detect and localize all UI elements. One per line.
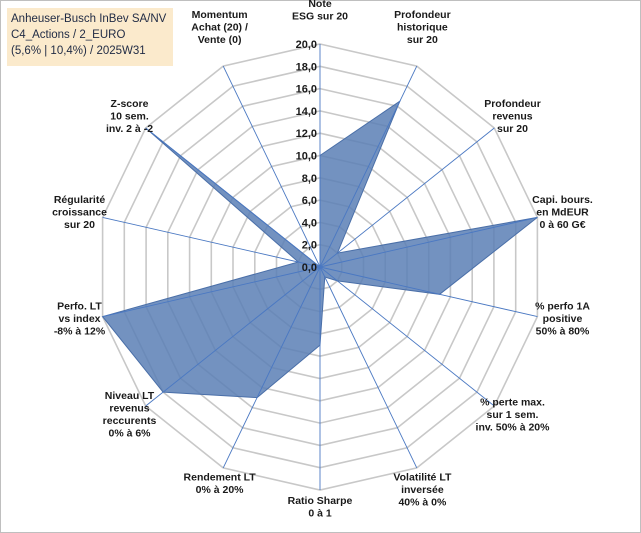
axis-label-line: revenus <box>109 403 149 415</box>
axis-spoke <box>319 216 538 268</box>
axis-label-line: 0 à 1 <box>308 508 332 520</box>
axis-spoke <box>319 266 538 318</box>
axis-label-line: Z-score <box>111 98 149 110</box>
axis-label-line: sur 1 sem. <box>487 409 539 421</box>
axis-spoke <box>222 65 321 268</box>
axis-label: Ratio Sharpe 0 à 1 <box>288 495 353 520</box>
axis-label-line: 0 à 60 G€ <box>539 219 585 231</box>
axis-label-line: historique <box>397 22 448 34</box>
axis-label-line: Achat (20) / <box>191 22 248 34</box>
tick-label: 6,0 <box>302 195 317 207</box>
axis-label: Z-score 10 sem. inv. 2 à -2 <box>106 98 153 135</box>
tick-label: 12,0 <box>296 128 317 140</box>
axis-label-line: % perte max. <box>480 396 545 408</box>
axis-label: Volatilité LT inversée 40% à 0% <box>393 471 452 508</box>
axis-label: Profondeur revenus sur 20 <box>484 98 541 135</box>
axis-label-line: sur 20 <box>64 219 95 231</box>
axis-label-line: % perfo 1A <box>535 300 590 312</box>
axis-spoke <box>145 266 321 407</box>
axis-label: Momentum Achat (20) / Vente (0) <box>191 9 248 46</box>
tick-label: 18,0 <box>296 61 317 73</box>
axis-label-line: Capi. bours. <box>532 194 593 206</box>
axis-label-line: 0% à 6% <box>108 428 151 440</box>
axis-label-line: Profondeur <box>484 98 541 110</box>
axis-label-line: 0% à 20% <box>196 484 245 496</box>
axis-spoke <box>319 127 495 268</box>
axis-label: Niveau LT revenus reccurents 0% à 6% <box>103 390 157 440</box>
chart-title-box: Anheuser-Busch InBev SA/NV C4_Actions / … <box>7 8 173 66</box>
axis-label: Perfo. LT vs index -8% à 12% <box>54 300 106 337</box>
axis-label-line: inv. 50% à 20% <box>476 421 551 433</box>
axis-label-line: Vente (0) <box>198 34 242 46</box>
axis-label-line: Niveau LT <box>105 390 155 402</box>
axis-label-line: croissance <box>52 207 107 219</box>
axis-label: Profondeur historique sur 20 <box>394 9 451 46</box>
axis-spoke <box>102 216 321 268</box>
axis-spoke <box>145 127 321 268</box>
axis-label-line: reccurents <box>103 415 157 427</box>
axis-label-line: sur 20 <box>497 123 528 135</box>
axis-label-line: Rendement LT <box>184 471 257 483</box>
axis-spoke <box>319 266 495 407</box>
axis-label: % perte max. sur 1 sem. inv. 50% à 20% <box>476 396 551 433</box>
axis-label-line: en MdEUR <box>536 207 589 219</box>
tick-label: 0,0 <box>302 262 317 274</box>
axis-label-line: Perfo. LT <box>57 300 102 312</box>
axis-label: Rendement LT 0% à 20% <box>184 471 257 496</box>
axis-spoke <box>319 65 418 268</box>
axis-spoke <box>102 266 321 318</box>
axis-label-line: inv. 2 à -2 <box>106 123 153 135</box>
axis-label-line: 50% à 80% <box>536 325 590 337</box>
axis-label-line: Régularité <box>54 194 106 206</box>
title-line-2: C4_Actions / 2_EURO <box>11 29 126 41</box>
axis-label-line: Momentum <box>192 9 248 21</box>
tick-label: 16,0 <box>296 84 317 96</box>
axis-label-line: 10 sem. <box>110 111 149 123</box>
axis-label-line: inversée <box>401 484 444 496</box>
axis-label-line: sur 20 <box>407 34 438 46</box>
tick-label: 2,0 <box>302 240 317 252</box>
tick-label: 4,0 <box>302 217 317 229</box>
axis-label-line: ESG sur 20 <box>292 11 348 23</box>
axis-label-line: 40% à 0% <box>398 496 447 508</box>
axis-label-line: positive <box>543 313 583 325</box>
axis-label-line: -8% à 12% <box>54 325 106 337</box>
axis-label-line: Ratio Sharpe <box>288 495 353 507</box>
axis-label-line: vs index <box>58 313 100 325</box>
axis-label: Note ESG sur 20 <box>292 0 348 23</box>
axis-label-line: revenus <box>492 111 532 123</box>
tick-label: 14,0 <box>296 106 317 118</box>
title-line-1: Anheuser-Busch InBev SA/NV <box>11 13 167 25</box>
axis-label: Régularité croissance sur 20 <box>52 194 107 231</box>
axis-label-line: Note <box>308 0 331 10</box>
axis-label-line: Profondeur <box>394 9 451 21</box>
axis-spoke <box>319 266 418 469</box>
axis-label: % perfo 1A positive 50% à 80% <box>535 300 590 337</box>
axis-label-line: Volatilité LT <box>393 471 452 483</box>
tick-label: 10,0 <box>296 151 317 163</box>
title-line-3: (5,6% | 10,4%) / 2025W31 <box>11 45 146 57</box>
tick-label: 8,0 <box>302 173 317 185</box>
axis-label: Capi. bours. en MdEUR 0 à 60 G€ <box>532 194 593 231</box>
tick-label: 20,0 <box>296 39 317 51</box>
axis-spoke <box>222 266 321 469</box>
